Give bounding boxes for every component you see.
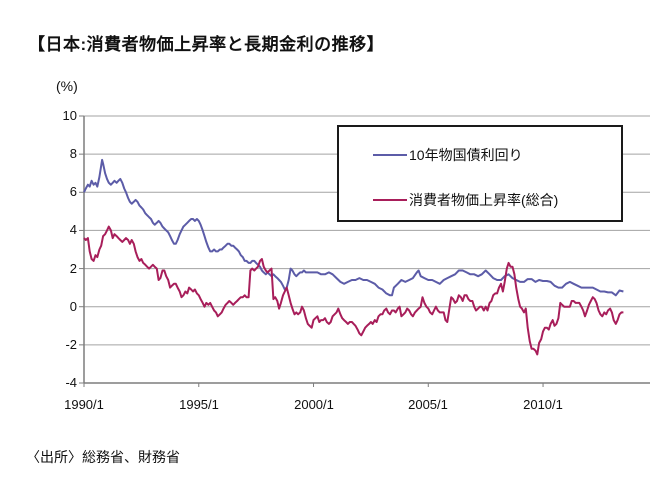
- x-tick-label-2005: 2005/1: [408, 397, 448, 412]
- y-tick-label-6: 6: [69, 184, 77, 199]
- page-title: 【日本:消費者物価上昇率と長期金利の推移】: [28, 35, 385, 54]
- y-tick-label-0: 0: [69, 299, 77, 314]
- y-tick-label--4: -4: [65, 375, 77, 390]
- bond-yield-line-sample-icon: [373, 154, 407, 156]
- y-tick-label-2: 2: [69, 261, 77, 276]
- legend-item-cpi: 消費者物価上昇率(総合): [373, 191, 558, 209]
- y-axis-unit-label: (%): [56, 78, 78, 94]
- source-note: 〈出所〉総務省、財務省: [26, 449, 180, 465]
- series-line-bond: [83, 158, 624, 297]
- y-tick-label-8: 8: [69, 146, 77, 161]
- x-tick-label-1995: 1995/1: [179, 397, 219, 412]
- legend-label-bond-yield: 10年物国債利回り: [409, 147, 523, 163]
- legend-label-cpi: 消費者物価上昇率(総合): [409, 192, 559, 208]
- x-tick-label-2000: 2000/1: [294, 397, 334, 412]
- legend-item-bond-yield: 10年物国債利回り: [373, 146, 523, 164]
- series-line-cpi: [83, 225, 624, 356]
- x-tick-label-2010: 2010/1: [523, 397, 563, 412]
- y-tick-label-4: 4: [69, 222, 77, 237]
- x-tick-label-1990: 1990/1: [64, 397, 104, 412]
- chart-legend: 10年物国債利回り 消費者物価上昇率(総合): [337, 125, 623, 222]
- cpi-line-sample-icon: [373, 199, 407, 201]
- y-tick-label--2: -2: [65, 337, 77, 352]
- y-tick-label-10: 10: [62, 108, 77, 123]
